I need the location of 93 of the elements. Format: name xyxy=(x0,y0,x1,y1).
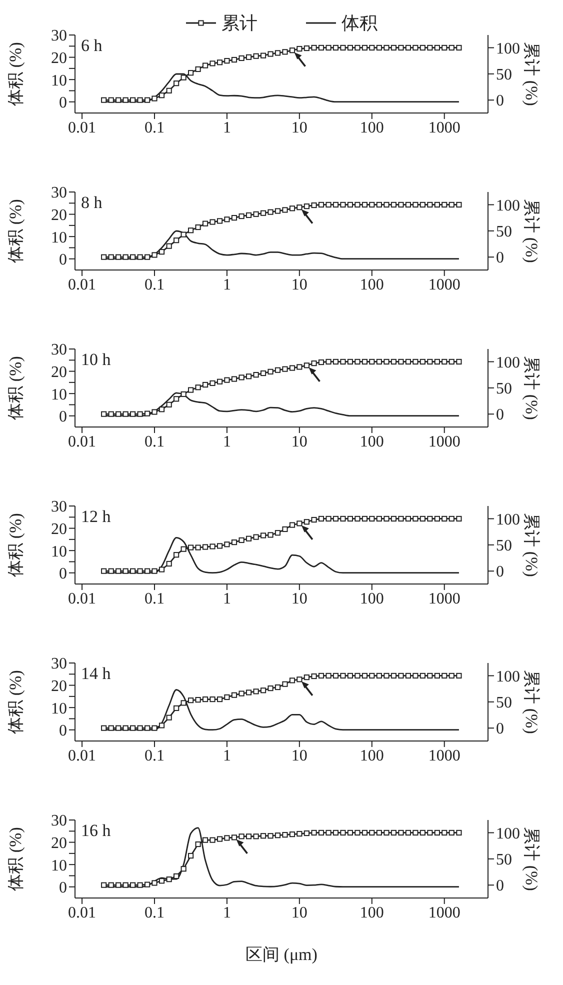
y2-tick-label: 0 xyxy=(496,92,504,110)
y2-tick-label: 0 xyxy=(496,406,504,424)
y-tick-label: 0 xyxy=(59,880,67,897)
x-tick-label: 1000 xyxy=(428,433,460,450)
x-tick-label: 1 xyxy=(222,590,231,608)
y2-tick-label: 100 xyxy=(496,825,520,842)
chart-title: 14 h xyxy=(81,664,111,683)
y-tick-label: 10 xyxy=(51,229,67,246)
x-tick-label: 1 xyxy=(222,904,231,922)
x-tick-label: 1000 xyxy=(428,119,460,136)
y2-tick-label: 100 xyxy=(496,511,520,528)
x-tick-label: 0.1 xyxy=(144,904,164,922)
chart-title: 16 h xyxy=(81,821,111,840)
x-tick-label: 0.01 xyxy=(68,433,96,450)
x-tick-label: 10 xyxy=(291,747,308,764)
x-tick-label: 0.01 xyxy=(68,590,96,608)
chart-title: 8 h xyxy=(81,193,102,212)
x-tick-label: 10 xyxy=(291,276,308,294)
x-tick-label: 10 xyxy=(291,119,308,136)
y-tick-label: 0 xyxy=(59,722,67,740)
y2-axis-title: 累计 (%) xyxy=(522,670,541,734)
x-tick-label: 100 xyxy=(360,747,384,764)
y-tick-label: 10 xyxy=(51,543,67,560)
y2-axis-title: 累计 (%) xyxy=(522,199,541,263)
x-tick-label: 0.1 xyxy=(144,119,164,136)
y2-tick-label: 100 xyxy=(496,668,520,686)
y-tick-label: 20 xyxy=(51,834,67,852)
y2-axis-title: 累计 (%) xyxy=(522,513,541,577)
legend-label: 累计 xyxy=(222,12,258,35)
y-tick-label: 30 xyxy=(51,184,67,202)
y2-axis-title: 累计 (%) xyxy=(522,356,541,420)
x-tick-label: 0.01 xyxy=(68,747,96,764)
x-tick-label: 0.1 xyxy=(144,433,164,450)
y2-tick-label: 0 xyxy=(496,878,504,895)
x-tick-label: 100 xyxy=(360,590,384,608)
y2-axis-title: 累计 (%) xyxy=(522,827,541,891)
x-tick-label: 10 xyxy=(291,904,308,922)
y-tick-label: 30 xyxy=(51,656,67,673)
x-tick-label: 1 xyxy=(222,276,231,294)
y2-tick-label: 50 xyxy=(496,852,512,869)
x-tick-label: 100 xyxy=(360,433,384,450)
x-tick-label: 100 xyxy=(360,119,384,136)
chart-title: 6 h xyxy=(81,36,102,55)
y2-tick-label: 50 xyxy=(496,538,512,555)
y-tick-label: 30 xyxy=(51,498,67,516)
x-tick-label: 0.1 xyxy=(144,276,164,294)
y2-tick-label: 50 xyxy=(496,380,512,398)
y-tick-label: 10 xyxy=(51,72,67,90)
y-tick-label: 30 xyxy=(51,812,67,830)
y2-tick-label: 50 xyxy=(496,66,512,84)
y-tick-label: 30 xyxy=(51,342,67,359)
x-tick-label: 100 xyxy=(360,904,384,922)
y-tick-label: 0 xyxy=(59,566,67,583)
x-tick-label: 1 xyxy=(222,119,231,136)
y-tick-label: 10 xyxy=(51,386,67,404)
y-tick-label: 20 xyxy=(51,206,67,224)
x-tick-label: 0.01 xyxy=(68,904,96,922)
chart-title: 12 h xyxy=(81,507,111,526)
chart-title: 10 h xyxy=(81,350,111,369)
x-tick-label: 1000 xyxy=(428,747,460,764)
x-tick-label: 1000 xyxy=(428,276,460,294)
y-tick-label: 30 xyxy=(51,28,67,45)
y2-tick-label: 50 xyxy=(496,694,512,712)
y-tick-label: 10 xyxy=(51,857,67,874)
x-tick-label: 0.1 xyxy=(144,590,164,608)
x-tick-label: 1 xyxy=(222,747,231,764)
x-tick-label: 10 xyxy=(291,590,308,608)
y-tick-label: 20 xyxy=(51,50,67,67)
y-tick-label: 0 xyxy=(59,252,67,269)
y2-tick-label: 100 xyxy=(496,354,520,372)
x-tick-label: 10 xyxy=(291,433,308,450)
x-tick-label: 100 xyxy=(360,276,384,294)
legend-label: 体积 xyxy=(342,12,378,35)
x-tick-label: 0.1 xyxy=(144,747,164,764)
x-tick-label: 0.01 xyxy=(68,276,96,294)
y-tick-label: 20 xyxy=(51,678,67,695)
y2-tick-label: 0 xyxy=(496,720,504,738)
y2-tick-label: 0 xyxy=(496,250,504,267)
y2-axis-title: 累计 (%) xyxy=(522,42,541,106)
x-tick-label: 1000 xyxy=(428,590,460,608)
x-axis-title: 区间 (μm) xyxy=(246,945,318,964)
x-tick-label: 0.01 xyxy=(68,119,96,136)
y-tick-label: 0 xyxy=(59,408,67,426)
y-tick-label: 20 xyxy=(51,520,67,538)
y-tick-label: 10 xyxy=(51,700,67,718)
x-tick-label: 1 xyxy=(222,433,231,450)
y-tick-label: 20 xyxy=(51,364,67,381)
y2-tick-label: 50 xyxy=(496,224,512,241)
y2-tick-label: 100 xyxy=(496,40,520,58)
y2-tick-label: 0 xyxy=(496,564,504,581)
x-tick-label: 1000 xyxy=(428,904,460,922)
y2-tick-label: 100 xyxy=(496,197,520,214)
y-tick-label: 0 xyxy=(59,94,67,112)
